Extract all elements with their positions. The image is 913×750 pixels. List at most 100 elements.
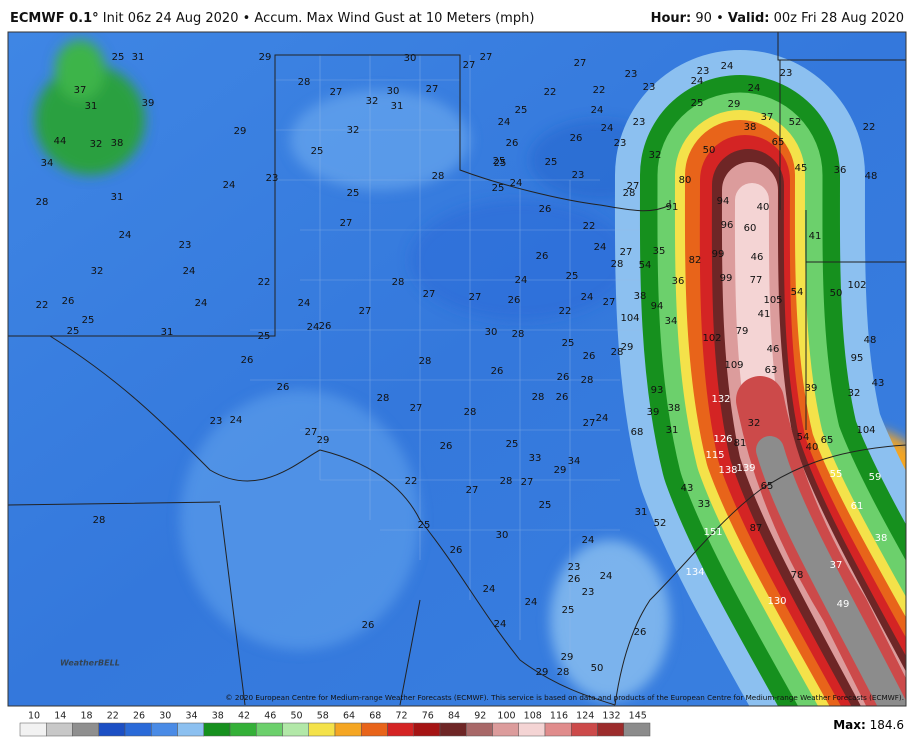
map-value: 24 <box>307 322 320 333</box>
map-value: 104 <box>620 313 639 324</box>
map-value: 27 <box>620 247 633 258</box>
legend-swatch <box>466 722 493 737</box>
map-value: 59 <box>869 472 882 483</box>
map-value: 26 <box>634 627 647 638</box>
map-value: 26 <box>557 372 570 383</box>
map-value: 28 <box>500 476 513 487</box>
map-value: 24 <box>498 117 511 128</box>
map-value: 31 <box>85 101 98 112</box>
map-value: 80 <box>679 175 692 186</box>
map-value: 50 <box>591 663 604 674</box>
map-value: 105 <box>763 295 782 306</box>
map-value: 93 <box>651 385 664 396</box>
map-value: 34 <box>41 158 54 169</box>
legend-swatch <box>544 722 572 737</box>
map-value: 23 <box>643 82 656 93</box>
map-value: 30 <box>387 86 400 97</box>
legend-swatch <box>256 722 283 737</box>
legend-tick-label: 10 <box>28 711 40 722</box>
map-value: 78 <box>791 570 804 581</box>
map-value: 32 <box>366 96 379 107</box>
storm-swath <box>614 50 906 706</box>
legend-swatch <box>229 722 257 737</box>
map-value: 31 <box>666 425 679 436</box>
map-value: 139 <box>736 463 755 474</box>
map-value: 24 <box>582 535 595 546</box>
map-value: 27 <box>359 306 372 317</box>
map-value: 22 <box>583 221 596 232</box>
map-value: 134 <box>685 567 704 578</box>
map-value: 130 <box>767 596 786 607</box>
map-value: 27 <box>466 485 479 496</box>
map-value: 48 <box>865 171 878 182</box>
map-value: 38 <box>875 533 888 544</box>
legend-swatch <box>19 722 47 737</box>
map-value: 27 <box>305 427 318 438</box>
legend-tick-label: 76 <box>422 711 434 722</box>
map-value: 25 <box>67 326 80 337</box>
map-value: 24 <box>494 619 507 630</box>
map-value: 55 <box>830 469 843 480</box>
map-value: 24 <box>601 123 614 134</box>
separator: • <box>716 11 724 26</box>
map-value: 28 <box>464 407 477 418</box>
map-value: 81 <box>734 438 747 449</box>
map-value: 24 <box>600 571 613 582</box>
map-value: 46 <box>751 252 764 263</box>
map-value: 29 <box>536 667 549 678</box>
map-value: 25 <box>493 156 506 167</box>
map-value: 37 <box>761 112 774 123</box>
map-value: 151 <box>703 527 722 538</box>
map-value: 102 <box>702 333 721 344</box>
field: Accum. Max Wind Gust at 10 Meters (mph) <box>254 11 534 26</box>
map-value: 68 <box>631 427 644 438</box>
map-value: 31 <box>391 101 404 112</box>
map-value: 23 <box>780 68 793 79</box>
map-value: 104 <box>856 425 875 436</box>
map-value: 39 <box>647 407 660 418</box>
legend-tick-label: 108 <box>524 711 542 722</box>
map-value: 24 <box>195 298 208 309</box>
map-value: 43 <box>681 483 694 494</box>
map-value: 33 <box>529 453 542 464</box>
map-value: 94 <box>651 301 664 312</box>
legend-tick-label: 34 <box>185 711 197 722</box>
map-value: 28 <box>623 188 636 199</box>
valid-label: Valid: <box>728 11 770 26</box>
map-value: 23 <box>582 587 595 598</box>
legend-tick-label: 100 <box>497 711 515 722</box>
map-value: 29 <box>728 99 741 110</box>
map-value: 24 <box>515 275 528 286</box>
legend-swatch <box>334 722 362 737</box>
map-value: 24 <box>691 76 704 87</box>
map-value: 22 <box>593 85 606 96</box>
map-value: 30 <box>404 53 417 64</box>
legend-tick-label: 50 <box>290 711 302 722</box>
borders <box>8 32 906 706</box>
map-value: 27 <box>340 218 353 229</box>
map-value: 91 <box>666 202 679 213</box>
map-value: 54 <box>791 287 804 298</box>
legend-tick-label: 84 <box>448 711 460 722</box>
map-value: 33 <box>698 499 711 510</box>
legend-tick-label: 30 <box>159 711 171 722</box>
map-value: 25 <box>506 439 519 450</box>
map-value: 32 <box>91 266 104 277</box>
map-value: 24 <box>183 266 196 277</box>
map-value: 26 <box>506 138 519 149</box>
map-value: 28 <box>432 171 445 182</box>
legend-swatch <box>413 722 441 737</box>
map-value: 27 <box>480 52 493 63</box>
map-value: 26 <box>319 321 332 332</box>
logo: WeatherBELL <box>60 659 120 668</box>
legend-tick-label: 46 <box>264 711 276 722</box>
map-value: 23 <box>568 562 581 573</box>
map-value: 32 <box>649 150 662 161</box>
map-value: 39 <box>805 383 818 394</box>
map-value: 109 <box>724 360 743 371</box>
map-value: 40 <box>806 442 819 453</box>
map-value: 27 <box>603 297 616 308</box>
legend-tick-label: 26 <box>133 711 145 722</box>
map-value: 26 <box>277 382 290 393</box>
map-value: 22 <box>405 476 418 487</box>
